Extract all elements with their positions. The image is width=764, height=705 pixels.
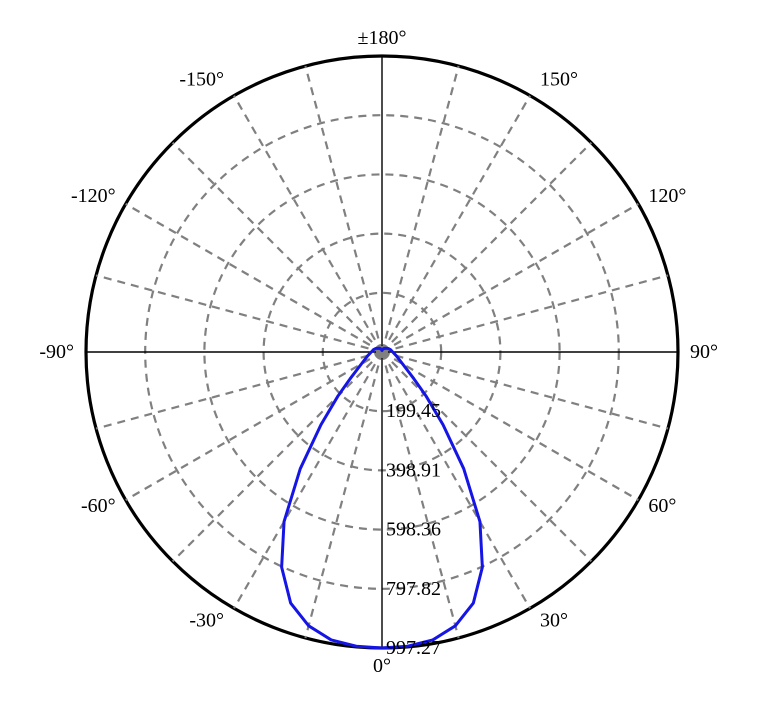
polar-chart: 199.45 398.91 598.36 797.82 997.27 ±180° 0° 90… bbox=[0, 0, 764, 705]
radial-tick-label: 997.27 bbox=[386, 637, 441, 659]
angle-tick-label: 30° bbox=[540, 609, 568, 631]
angle-tick-label: -30° bbox=[189, 609, 224, 631]
angle-tick-label: -120° bbox=[71, 185, 116, 207]
radial-tick-label: 797.82 bbox=[386, 578, 441, 600]
angle-tick-label: 60° bbox=[648, 495, 676, 517]
angle-tick-label: 150° bbox=[540, 69, 578, 91]
angle-tick-label: 90° bbox=[690, 341, 718, 363]
radial-tick-label: 398.91 bbox=[386, 459, 441, 481]
angle-tick-label: 0° bbox=[373, 655, 391, 677]
radial-tick-label: 199.45 bbox=[386, 400, 441, 422]
angle-tick-label: -90° bbox=[39, 341, 74, 363]
angle-tick-label: -60° bbox=[81, 495, 116, 517]
angle-tick-label: ±180° bbox=[358, 27, 407, 49]
angle-tick-label: 120° bbox=[648, 185, 686, 207]
radial-tick-label: 598.36 bbox=[386, 519, 441, 541]
angle-tick-label: -150° bbox=[179, 69, 224, 91]
